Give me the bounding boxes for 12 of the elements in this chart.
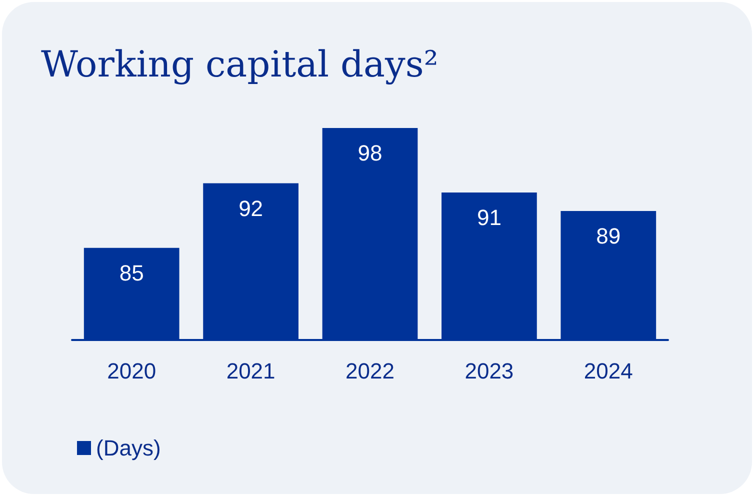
x-tick-label: 2021 (226, 358, 276, 384)
data-label: 91 (476, 205, 502, 230)
data-label: 98 (358, 140, 382, 166)
data-label: 85 (119, 260, 144, 286)
data-label: 92 (238, 196, 264, 221)
chart-title: Working capital days² (41, 44, 438, 86)
x-tick-label: 2023 (464, 358, 514, 384)
x-tick-label: 2022 (346, 358, 394, 384)
legend-label: (Days) (96, 436, 161, 460)
x-tick-label: 2020 (107, 358, 156, 384)
data-label: 89 (596, 223, 621, 248)
x-tick-label: 2024 (584, 358, 633, 384)
